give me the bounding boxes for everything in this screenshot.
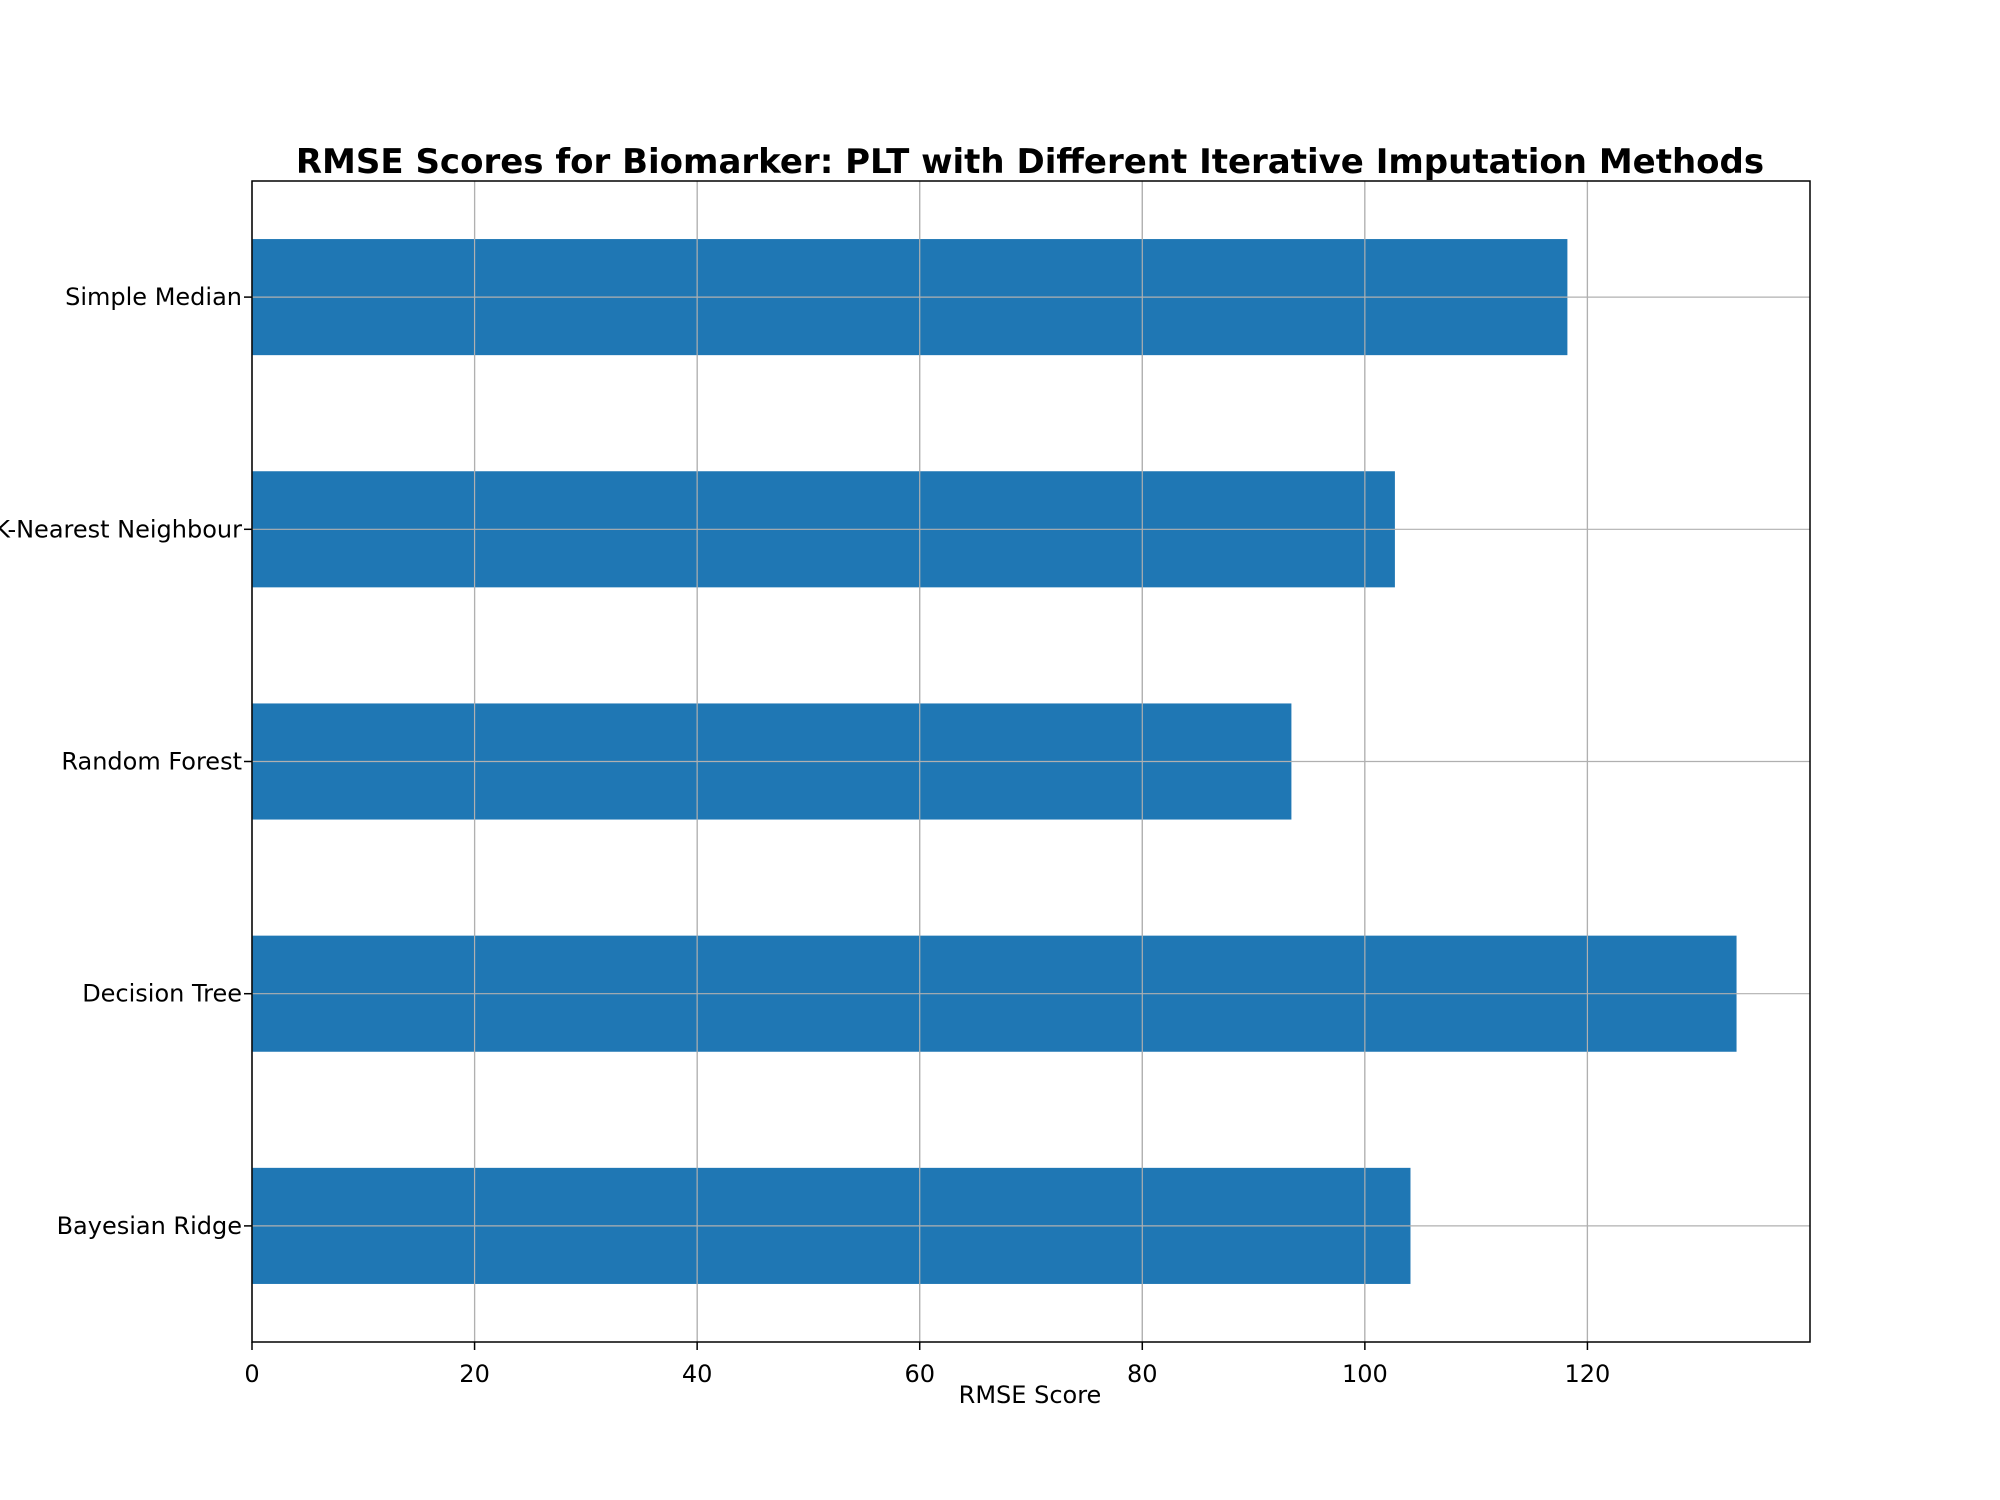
x-tick-label: 0 [244, 1360, 259, 1388]
chart-title: RMSE Scores for Biomarker: PLT with Diff… [296, 142, 1764, 182]
x-tick-label: 20 [459, 1360, 490, 1388]
x-axis-label: RMSE Score [959, 1381, 1102, 1409]
axis-ticks: 0 20 40 60 80 100 120 Simple Median K-Nearest Ne… [0, 283, 1610, 1388]
x-tick-label: 40 [682, 1360, 713, 1388]
y-tick-label: Decision Tree [82, 980, 242, 1008]
y-tick-label: Simple Median [65, 283, 242, 311]
y-tick-label: Bayesian Ridge [57, 1212, 242, 1240]
x-tick-label: 120 [1565, 1360, 1611, 1388]
y-tick-label: K-Nearest Neighbour [0, 515, 242, 543]
x-tick-label: 60 [904, 1360, 935, 1388]
x-tick-label: 80 [1127, 1360, 1158, 1388]
y-tick-label: Random Forest [61, 748, 242, 776]
x-tick-label: 100 [1342, 1360, 1388, 1388]
